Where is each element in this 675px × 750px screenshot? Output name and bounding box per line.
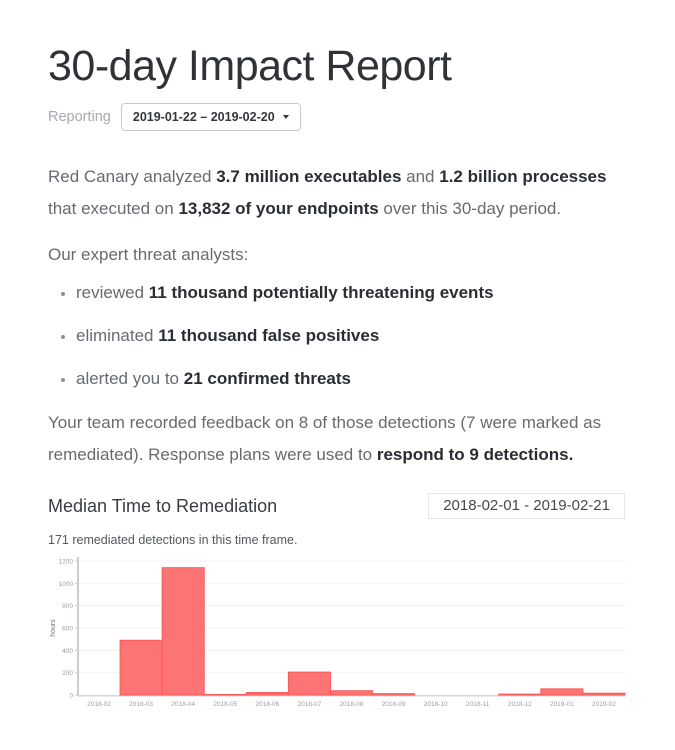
chart-section-title: Median Time to Remediation [48, 495, 278, 516]
median-remediation-chart: 0 200 400 600 800 1000 1200 2018-02 2018-03 2018-… [40, 553, 640, 719]
svg-text:2018-10: 2018-10 [424, 701, 448, 708]
intro-paragraph: Red Canary analyzed 3.7 million executab… [48, 167, 607, 218]
reporting-label: Reporting [48, 109, 111, 125]
chart-section-header: Median Time to Remediation 2018-02-01 - … [48, 493, 625, 519]
page-title: 30-day Impact Report [48, 42, 452, 90]
svg-text:2018-04: 2018-04 [171, 701, 195, 708]
svg-text:hours: hours [50, 619, 57, 637]
list-item: eliminated 11 thousand false positives [76, 320, 625, 352]
chart-note: 171 remediated detections in this time f… [48, 533, 298, 547]
svg-text:1200: 1200 [59, 559, 74, 566]
chart-date-range-picker[interactable]: 2018-02-01 - 2019-02-21 [428, 493, 625, 519]
reporting-range-dropdown[interactable]: 2019-01-22 – 2019-02-20 [120, 103, 301, 131]
svg-text:2018-06: 2018-06 [255, 701, 279, 708]
svg-text:2018-05: 2018-05 [213, 701, 237, 708]
list-item: alerted you to 21 confirmed threats [76, 363, 625, 395]
svg-text:0: 0 [69, 693, 73, 700]
svg-text:1000: 1000 [59, 581, 74, 588]
svg-text:400: 400 [62, 648, 73, 655]
reporting-row: Reporting 2019-01-22 – 2019-02-20 [48, 103, 625, 131]
feedback-paragraph: Your team recorded feedback on 8 of thos… [48, 413, 602, 464]
svg-text:2018-03: 2018-03 [129, 701, 153, 708]
chevron-down-icon [282, 115, 289, 119]
svg-text:2018-07: 2018-07 [297, 701, 321, 708]
analysts-intro: Our expert threat analysts: [48, 245, 249, 264]
reporting-range-value: 2019-01-22 – 2019-02-20 [132, 110, 275, 124]
svg-text:2019-01: 2019-01 [550, 701, 574, 708]
analyst-actions-list: reviewed 11 thousand potentially threate… [48, 277, 625, 395]
svg-text:800: 800 [62, 603, 73, 610]
svg-text:2018-08: 2018-08 [340, 701, 364, 708]
svg-text:2018-11: 2018-11 [466, 701, 490, 708]
svg-text:2018-12: 2018-12 [508, 701, 532, 708]
svg-text:600: 600 [62, 626, 73, 633]
svg-text:2019-02: 2019-02 [592, 701, 616, 708]
svg-text:200: 200 [62, 670, 73, 677]
impact-report-page: 30-day Impact Report Reporting 2019-01-2… [0, 0, 675, 719]
svg-text:2018-02: 2018-02 [87, 701, 111, 708]
svg-text:2018-09: 2018-09 [382, 701, 406, 708]
list-item: reviewed 11 thousand potentially threate… [76, 277, 625, 309]
